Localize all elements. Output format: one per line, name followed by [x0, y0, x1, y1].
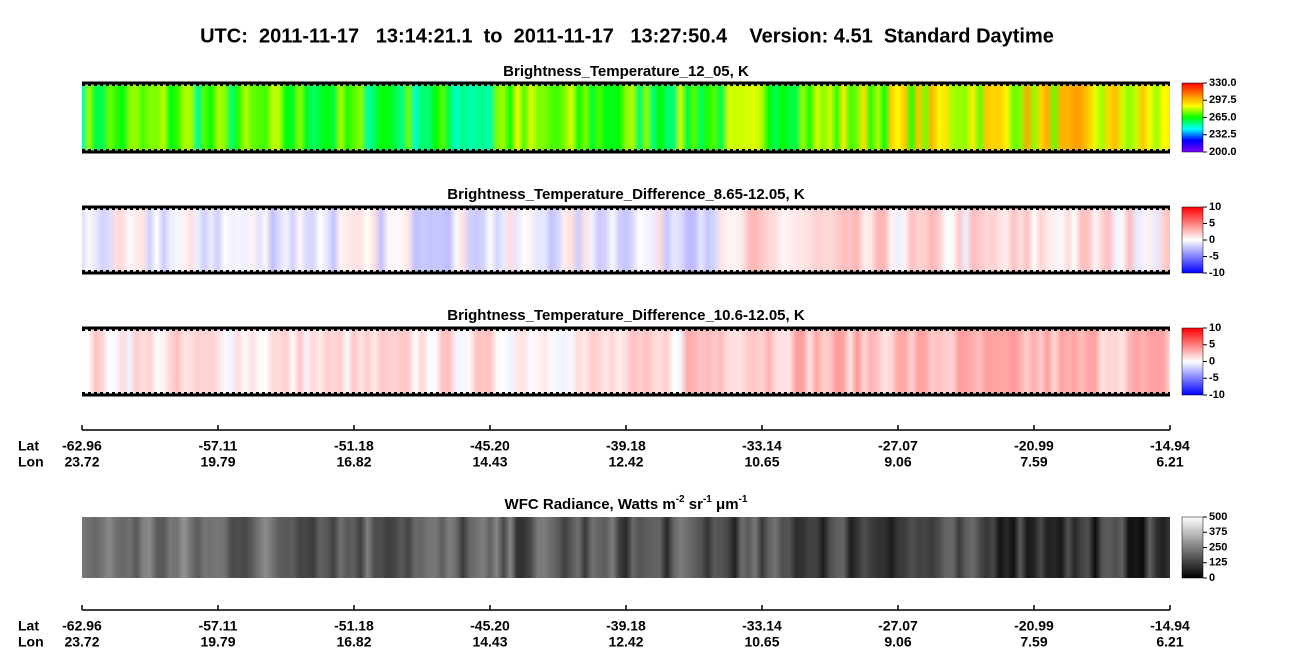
title-part: Brightness_Temperature_12_05, K: [503, 63, 749, 80]
lon-tick-label: 14.43: [472, 454, 507, 470]
swath-image: [82, 328, 1170, 395]
title-part: WFC Radiance, Watts m: [505, 496, 676, 513]
colorbar-tick-label: 125: [1209, 557, 1227, 569]
panel-title: Brightness_Temperature_Difference_8.65-1…: [447, 186, 805, 203]
colorbar-tick-label: 5: [1209, 217, 1215, 229]
lon-label: Lon: [18, 634, 44, 650]
swath-image: [82, 517, 1170, 578]
colorbar-tick-label: 10: [1209, 322, 1221, 334]
swath-image: [82, 83, 1170, 152]
panel-title: Brightness_Temperature_Difference_10.6-1…: [447, 307, 805, 324]
lon-label: Lon: [18, 454, 44, 470]
lon-tick-label: 10.65: [744, 454, 779, 470]
title-part: μm: [712, 496, 739, 513]
lon-tick-label: 12.42: [608, 454, 643, 470]
colorbar-tick-label: -5: [1209, 250, 1219, 262]
lat-tick-label: -51.18: [334, 618, 374, 634]
colorbar-tick-label: 297.5: [1209, 94, 1237, 106]
lat-tick-label: -33.14: [742, 438, 782, 454]
lon-tick-label: 23.72: [64, 454, 99, 470]
lon-tick-label: 6.21: [1156, 634, 1183, 650]
colorbar-tick-label: -10: [1209, 267, 1225, 279]
title-part: Brightness_Temperature_Difference_10.6-1…: [447, 307, 805, 324]
lat-tick-label: -14.94: [1150, 438, 1190, 454]
title-part: -2: [676, 494, 685, 505]
colorbar-tick-label: 200.0: [1209, 146, 1237, 158]
colorbar: [1181, 516, 1204, 579]
title-part: -1: [703, 494, 712, 505]
lon-tick-label: 7.59: [1020, 454, 1047, 470]
lat-tick-label: -20.99: [1014, 618, 1054, 634]
lat-label: Lat: [18, 618, 39, 634]
lat-tick-label: -57.11: [199, 618, 238, 634]
lon-tick-label: 9.06: [884, 454, 911, 470]
lon-tick-label: 6.21: [1156, 454, 1183, 470]
lat-tick-label: -39.18: [606, 438, 646, 454]
colorbar-tick-label: 375: [1209, 526, 1227, 538]
lon-tick-label: 9.06: [884, 634, 911, 650]
lat-tick-label: -20.99: [1014, 438, 1054, 454]
colorbar-tick-label: 10: [1209, 201, 1221, 213]
lon-tick-label: 19.79: [200, 634, 235, 650]
colorbar-tick-label: 0: [1209, 572, 1215, 584]
colorbar-tick-label: -5: [1209, 372, 1219, 384]
colorbar: [1181, 206, 1204, 274]
lat-tick-label: -57.11: [199, 438, 238, 454]
lon-tick-label: 19.79: [200, 454, 235, 470]
title-part: Brightness_Temperature_Difference_8.65-1…: [447, 186, 805, 203]
lat-tick-label: -39.18: [606, 618, 646, 634]
lat-tick-label: -33.14: [742, 618, 782, 634]
lon-tick-label: 7.59: [1020, 634, 1047, 650]
colorbar-tick-label: 232.5: [1209, 129, 1237, 141]
lat-tick-label: -27.07: [878, 438, 918, 454]
swath-image: [82, 207, 1170, 273]
lon-tick-label: 14.43: [472, 634, 507, 650]
colorbar-tick-label: 5: [1209, 339, 1215, 351]
colorbar-tick-label: 330.0: [1209, 77, 1237, 89]
panel-title: WFC Radiance, Watts m-2 sr-1 μm-1: [505, 494, 748, 513]
lat-tick-label: -62.96: [62, 618, 102, 634]
colorbar-tick-label: 0: [1209, 355, 1215, 367]
lat-tick-label: -51.18: [334, 438, 374, 454]
lat-tick-label: -14.94: [1150, 618, 1190, 634]
colorbar-tick-label: -10: [1209, 389, 1225, 401]
panel-title: Brightness_Temperature_12_05, K: [503, 63, 749, 80]
lon-tick-label: 12.42: [608, 634, 643, 650]
colorbar-tick-label: 265.0: [1209, 111, 1237, 123]
colorbar-tick-label: 0: [1209, 234, 1215, 246]
colorbar-tick-label: 500: [1209, 511, 1227, 523]
lat-tick-label: -62.96: [62, 438, 102, 454]
lat-label: Lat: [18, 438, 39, 454]
title-part: -1: [739, 494, 748, 505]
lat-tick-label: -45.20: [470, 438, 510, 454]
lon-tick-label: 10.65: [744, 634, 779, 650]
colorbar-tick-label: 250: [1209, 541, 1227, 553]
colorbar: [1181, 327, 1204, 396]
lat-tick-label: -27.07: [878, 618, 918, 634]
lon-tick-label: 16.82: [336, 454, 371, 470]
colorbar: [1181, 82, 1204, 153]
title-part: sr: [685, 496, 704, 513]
page-title: UTC: 2011-11-17 13:14:21.1 to 2011-11-17…: [200, 25, 1054, 47]
lon-tick-label: 16.82: [336, 634, 371, 650]
lat-tick-label: -45.20: [470, 618, 510, 634]
lon-tick-label: 23.72: [64, 634, 99, 650]
